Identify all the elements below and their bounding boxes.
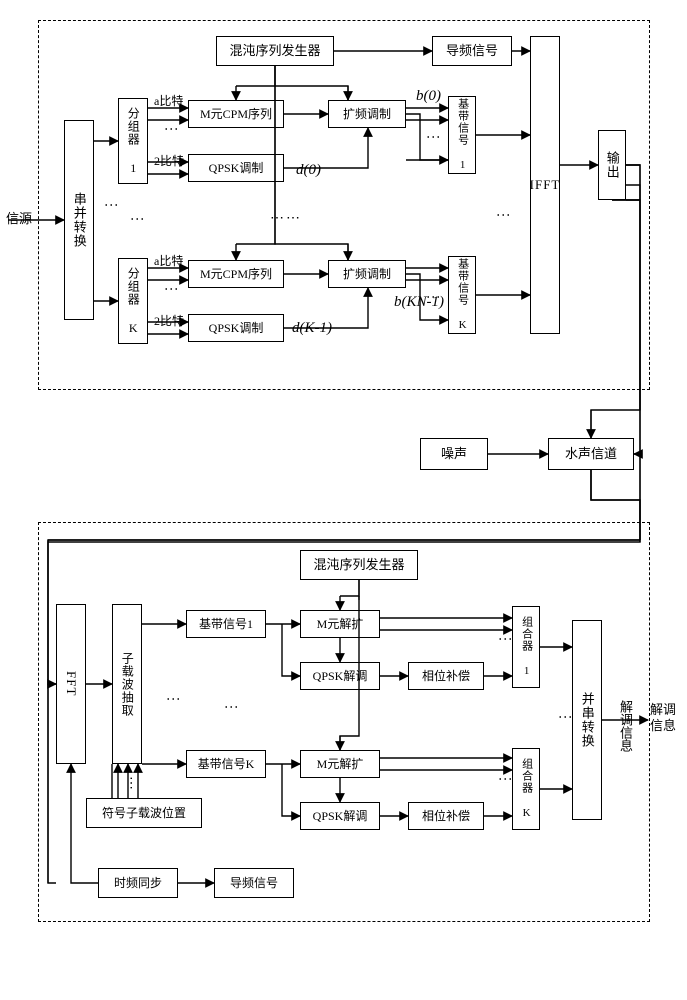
combiner-1: 组合器 1 [512, 606, 540, 688]
rx-dots-combK: ⋮ [496, 772, 512, 788]
channel: 水声信道 [548, 438, 634, 470]
bb-1: 基带信号 1 [448, 96, 476, 174]
source-label: 信源 [6, 208, 32, 227]
combiner-k: 组合器 K [512, 748, 540, 830]
rx-dots-ps: ⋮ [556, 710, 572, 726]
ps-converter: 并串转换 [572, 620, 602, 820]
dots-bbK: ⋮ [424, 290, 440, 306]
noise: 噪声 [420, 438, 488, 470]
dots-gr1: ⋮ [162, 122, 178, 138]
d0: d(0) [296, 162, 321, 179]
spread-k: 扩频调制 [328, 260, 406, 288]
demod-out-label: 解调信息 [616, 700, 635, 752]
diagram-canvas: 混沌序列发生器 导频信号 信源 串并转换 分组器 1 分组器 K M元CPM序列… [0, 0, 687, 1000]
bb-k: 基带信号 K [448, 256, 476, 334]
dK: d(K-1) [292, 320, 332, 337]
abit-1: a比特 [154, 92, 183, 109]
mdespread-k: M元解扩 [300, 750, 380, 778]
mcpm-1: M元CPM序列 [188, 100, 284, 128]
twobit-k: 2比特 [154, 312, 184, 329]
rx-bb-1: 基带信号1 [186, 610, 266, 638]
demod-out: 解调信息 [650, 702, 684, 733]
rx-pilot: 导频信号 [214, 868, 294, 898]
grouper-1: 分组器 1 [118, 98, 148, 184]
qpskdem-1: QPSK解调 [300, 662, 380, 690]
qpsk-k: QPSK调制 [188, 314, 284, 342]
rx-dots-mid: ⋮ [222, 700, 238, 716]
dots-bbm: ⋮ [494, 208, 510, 224]
abit-k: a比特 [154, 252, 183, 269]
tx-pilot: 导频信号 [432, 36, 512, 66]
tf-sync: 时频同步 [98, 868, 178, 898]
rx-chaos: 混沌序列发生器 [300, 550, 418, 580]
dots-grK: ⋮ [162, 282, 178, 298]
qpsk-1: QPSK调制 [188, 154, 284, 182]
phase-k: 相位补偿 [408, 802, 484, 830]
twobit-1: 2比特 [154, 152, 184, 169]
fft: FFT [56, 604, 86, 764]
ifft: IFFT [530, 36, 560, 334]
phase-1: 相位补偿 [408, 662, 484, 690]
dots-center: ⋯⋯ [270, 210, 302, 227]
mcpm-k: M元CPM序列 [188, 260, 284, 288]
rx-dots-left: ⋮ [164, 692, 180, 708]
grouper-k: 分组器 K [118, 258, 148, 344]
subcarrier-extract: 子载波抽取 [112, 604, 142, 764]
dots-bb1: ⋮ [424, 130, 440, 146]
rx-dots-sympos: ⋯ [122, 776, 138, 792]
dots-mid: ⋮ [128, 212, 144, 228]
symbol-pos: 符号子载波位置 [86, 798, 202, 828]
mdespread-1: M元解扩 [300, 610, 380, 638]
sp-converter: 串并转换 [64, 120, 94, 320]
rx-dots-comb: ⋮ [496, 632, 512, 648]
rx-bb-k: 基带信号K [186, 750, 266, 778]
b0: b(0) [416, 88, 441, 105]
dots-sp: ⋮ [102, 198, 118, 214]
tx-chaos: 混沌序列发生器 [216, 36, 334, 66]
qpskdem-k: QPSK解调 [300, 802, 380, 830]
tx-output: 输出 [598, 130, 626, 200]
spread-1: 扩频调制 [328, 100, 406, 128]
